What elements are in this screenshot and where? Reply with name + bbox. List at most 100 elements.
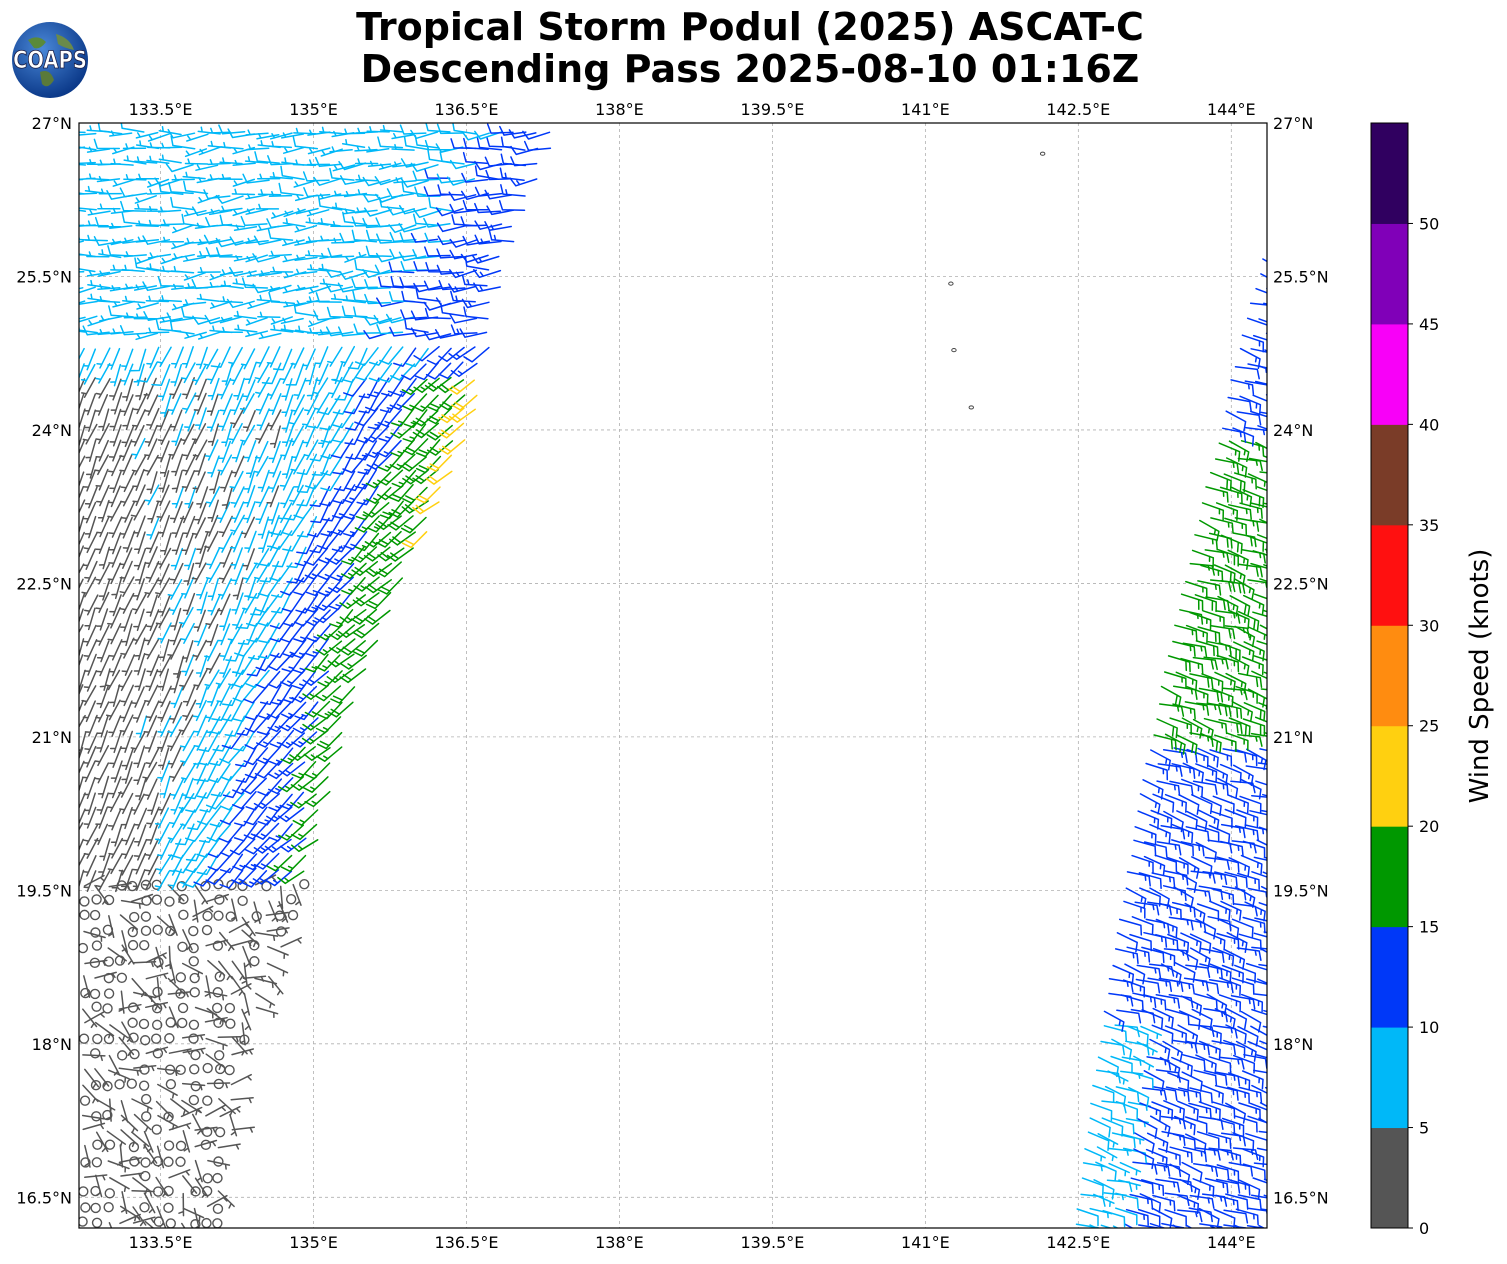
- wind-barb: [219, 853, 244, 874]
- wind-barb: [194, 378, 207, 401]
- wind-barb: [119, 516, 133, 539]
- wind-barb: [83, 531, 98, 554]
- wind-barb: [95, 563, 110, 585]
- wind-barb: [118, 776, 133, 798]
- wind-barb: [313, 176, 342, 186]
- wind-barb: [1182, 762, 1204, 783]
- wind-barb: [1209, 900, 1231, 921]
- wind-barb: [165, 945, 172, 970]
- wind-barb: [82, 700, 96, 723]
- wind-barb: [1276, 349, 1299, 363]
- wind-barb: [228, 422, 243, 445]
- wind-barb: [306, 377, 318, 400]
- wind-barb: [192, 439, 208, 461]
- wind-barb: [1097, 1056, 1119, 1078]
- wind-barb: [158, 154, 182, 164]
- wind-barb: [414, 361, 440, 381]
- wind-barb: [329, 146, 353, 153]
- wind-barb: [280, 438, 293, 461]
- wind-barb: [121, 747, 134, 771]
- wind-barb: [184, 486, 197, 509]
- wind-barb: [425, 470, 453, 485]
- wind-barb: [1237, 457, 1263, 472]
- wind-barb: [1274, 686, 1293, 706]
- wind-barb: [96, 175, 121, 183]
- wind-barb: [192, 364, 207, 386]
- wind-barb: [79, 240, 84, 244]
- wind-barb: [255, 203, 280, 210]
- lon-tick-label-top: 139.5°E: [740, 100, 804, 119]
- wind-barb: [356, 251, 380, 258]
- wind-barb: [247, 301, 270, 310]
- wind-barb: [1156, 780, 1181, 797]
- wind-barb: [268, 440, 281, 464]
- wind-barb: [1262, 793, 1267, 797]
- lat-tick-label-right: 21°N: [1273, 728, 1313, 747]
- wind-barb: [412, 501, 440, 515]
- wind-barb: [123, 251, 147, 258]
- wind-barb: [79, 271, 85, 273]
- wind-barb: [121, 501, 136, 523]
- wind-barb: [145, 746, 160, 768]
- wind-barb: [500, 136, 526, 151]
- wind-barb: [79, 300, 86, 304]
- wind-barb: [207, 127, 232, 134]
- wind-barb: [279, 837, 307, 853]
- wind-barb: [145, 700, 160, 722]
- wind-barb: [1257, 425, 1267, 430]
- wind-barb: [122, 378, 134, 402]
- wind-barb: [1141, 1179, 1165, 1196]
- wind-barb: [343, 517, 367, 538]
- wind-barb: [281, 410, 293, 433]
- wind-barb: [290, 394, 305, 416]
- wind-barb: [1232, 902, 1258, 917]
- wind-barb: [180, 809, 196, 830]
- wind-barb: [94, 762, 110, 784]
- wind-barb: [293, 623, 317, 643]
- wind-barb: [1252, 550, 1267, 556]
- wind-barb: [1256, 486, 1267, 492]
- wind-barb: [391, 132, 415, 140]
- wind-barb: [1230, 379, 1255, 396]
- wind-barb: [1276, 612, 1300, 624]
- wind-barb: [143, 1144, 158, 1165]
- wind-barb: [1156, 718, 1178, 739]
- wind-barb: [318, 578, 343, 597]
- wind-barb: [1197, 580, 1222, 596]
- calm-circle: [103, 956, 115, 967]
- wind-barb: [203, 234, 232, 245]
- chart-title: Tropical Storm Podul (2025) ASCAT-C Desc…: [200, 6, 1300, 90]
- wind-barb: [122, 407, 134, 431]
- wind-barb: [1139, 1102, 1162, 1122]
- wind-barb: [282, 218, 306, 228]
- wind-barb: [79, 669, 86, 693]
- wind-barb: [232, 607, 246, 630]
- calm-circle: [178, 909, 189, 921]
- wind-barb: [1269, 704, 1290, 722]
- wind-barb: [81, 760, 96, 783]
- wind-barb: [278, 761, 306, 777]
- wind-barb: [147, 500, 160, 524]
- wind-barb: [144, 854, 160, 876]
- calm-circle: [164, 1064, 176, 1075]
- wind-barb: [1234, 1224, 1243, 1228]
- wind-barb: [1150, 749, 1171, 771]
- wind-barb: [1155, 918, 1178, 938]
- calm-circle: [129, 1156, 140, 1167]
- wind-barb: [93, 236, 122, 246]
- wind-barb: [85, 439, 97, 462]
- wind-barb: [87, 279, 111, 289]
- wind-barb: [1227, 794, 1249, 814]
- wind-barb: [259, 684, 282, 706]
- calm-circle: [90, 1202, 101, 1214]
- wind-barb: [133, 1064, 157, 1072]
- wind-barb: [388, 531, 416, 546]
- wind-barb: [258, 270, 283, 277]
- wind-barb: [1274, 519, 1294, 538]
- wind-barb: [105, 669, 121, 691]
- wind-barb: [245, 193, 269, 200]
- wind-barb: [195, 685, 208, 709]
- wind-barb: [82, 1008, 98, 1029]
- wind-barb: [119, 592, 135, 614]
- wind-barb: [488, 229, 515, 243]
